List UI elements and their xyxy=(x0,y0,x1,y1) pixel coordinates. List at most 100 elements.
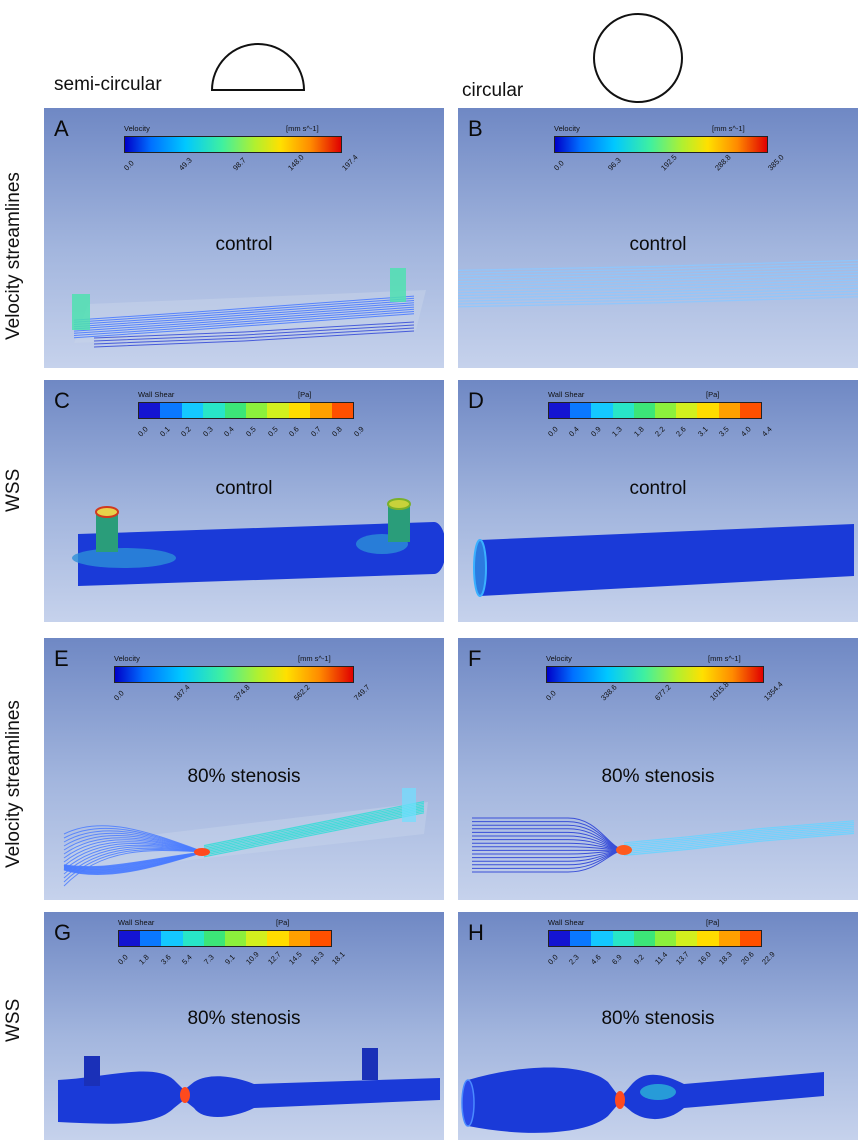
panel-letter-a: A xyxy=(54,116,69,141)
colorbar-band xyxy=(697,403,719,418)
panel-letter-b: B xyxy=(468,116,483,141)
streamline xyxy=(458,273,858,285)
scenario-label: 80% stenosis xyxy=(187,1008,301,1029)
streamline xyxy=(458,276,858,288)
legend-title: Velocity xyxy=(546,654,572,663)
streamline xyxy=(623,825,855,849)
legend-unit: [mm s^-1] xyxy=(286,124,319,133)
panel-letter-f: F xyxy=(468,646,482,671)
vessel-render-f xyxy=(472,817,855,873)
colorbar xyxy=(548,930,762,947)
colorbar-band xyxy=(246,931,268,946)
wss-patch xyxy=(640,1084,676,1100)
vessel-render-a xyxy=(72,268,426,348)
colorbar-band xyxy=(119,931,141,946)
colorbar-band xyxy=(310,403,332,418)
streamline xyxy=(458,271,858,283)
legend-unit: [Pa] xyxy=(298,390,312,399)
streamline xyxy=(458,268,858,280)
streamline xyxy=(73,304,415,330)
colorbar-band xyxy=(309,931,332,946)
panel-letter-e: E xyxy=(54,646,69,671)
streamline xyxy=(623,831,855,855)
colorbar-band xyxy=(203,403,225,418)
vessel-render-c xyxy=(72,498,444,586)
streamline xyxy=(472,846,625,851)
outlet-port-rim xyxy=(387,498,411,510)
streamline xyxy=(203,804,425,850)
stenosis-wss-hotspot xyxy=(180,1087,190,1103)
colorbar-band xyxy=(549,931,571,946)
streamline xyxy=(458,279,858,291)
vessel-body xyxy=(468,1067,824,1133)
colorbar-band xyxy=(655,403,677,418)
colorbar-band xyxy=(182,931,204,946)
inlet-port-rim xyxy=(95,506,119,518)
streamline xyxy=(203,802,425,848)
legend-title: Velocity xyxy=(114,654,140,663)
panel-letter-d: D xyxy=(468,388,484,413)
colorbar-band xyxy=(676,931,698,946)
legend-unit: [Pa] xyxy=(276,918,290,927)
vessel-body xyxy=(480,524,854,596)
panel-letter-h: H xyxy=(468,920,484,945)
legend-unit: [Pa] xyxy=(706,390,720,399)
panel-g-semicircular-wss-stenosis: G Wall Shear [Pa] 0.0 1.8 3.6 5.4 7.3 9.1 10.9 12.… xyxy=(44,912,444,1140)
colorbar-band xyxy=(160,403,182,418)
colorbar-band xyxy=(655,931,677,946)
colorbar-band xyxy=(633,931,656,946)
streamline xyxy=(203,807,425,853)
panel-e-semicircular-velocity-stenosis: E Velocity [mm s^-1] 0.0 187.4 374.8 562.2 749.… xyxy=(44,638,444,900)
streamline xyxy=(203,810,425,856)
inlet-port xyxy=(72,294,90,330)
colorbar-band xyxy=(633,403,656,418)
streamline xyxy=(623,827,855,851)
colorbar xyxy=(114,666,354,683)
streamline xyxy=(73,295,415,321)
colorbar-band xyxy=(676,403,698,418)
outlet-port xyxy=(388,504,410,542)
streamline xyxy=(73,306,415,332)
legend-title: Wall Shear xyxy=(138,390,175,399)
streamline xyxy=(93,321,415,339)
streamline xyxy=(73,308,415,334)
panel-d-circular-wss-control: D Wall Shear [Pa] 0.0 0.4 0.9 1.3 1.8 2.2 2.6 3.1 3… xyxy=(458,380,858,622)
colorbar-band xyxy=(570,403,592,418)
streamline xyxy=(93,324,415,342)
outlet-port xyxy=(362,1048,378,1080)
panel-b-circular-velocity-control: B Velocity [mm s^-1] 0.0 96.3 192.5 288.8 385.0… xyxy=(458,108,858,368)
stenosis-jet xyxy=(194,848,210,856)
colorbar-band xyxy=(739,931,762,946)
vessel-render-h xyxy=(461,1067,824,1133)
legend-unit: [Pa] xyxy=(706,918,720,927)
streamline xyxy=(73,297,415,323)
scenario-label: 80% stenosis xyxy=(601,1008,715,1029)
colorbar xyxy=(554,136,768,153)
colorbar-band xyxy=(591,403,613,418)
streamline xyxy=(458,282,858,294)
legend-title: Velocity xyxy=(554,124,580,133)
streamline xyxy=(623,823,855,847)
streamline xyxy=(203,805,425,851)
row-label-wss-control: WSS xyxy=(3,468,24,512)
colorbar-band xyxy=(288,403,311,418)
colorbar-band xyxy=(718,931,740,946)
colorbar xyxy=(138,402,354,419)
colorbar-band xyxy=(140,931,162,946)
row-label-wss-stenosis: WSS xyxy=(3,998,24,1042)
panel-h-circular-wss-stenosis: H Wall Shear [Pa] 0.0 2.3 4.6 6.9 9.2 11.4 13.7 16… xyxy=(458,912,858,1140)
vessel-body xyxy=(78,522,444,586)
circle-cross-section-icon xyxy=(593,13,683,103)
vessel-inlet xyxy=(473,539,487,597)
colorbar-band xyxy=(718,403,740,418)
streamline xyxy=(93,330,415,348)
vessel-render-d xyxy=(473,524,854,597)
streamline xyxy=(458,287,858,299)
inlet-port xyxy=(84,1056,100,1086)
outlet-port xyxy=(402,788,416,822)
streamline xyxy=(73,311,415,336)
colorbar-band xyxy=(331,403,354,418)
colorbar-band xyxy=(549,403,571,418)
scenario-label: 80% stenosis xyxy=(601,766,715,787)
vessel-body xyxy=(58,1071,440,1124)
